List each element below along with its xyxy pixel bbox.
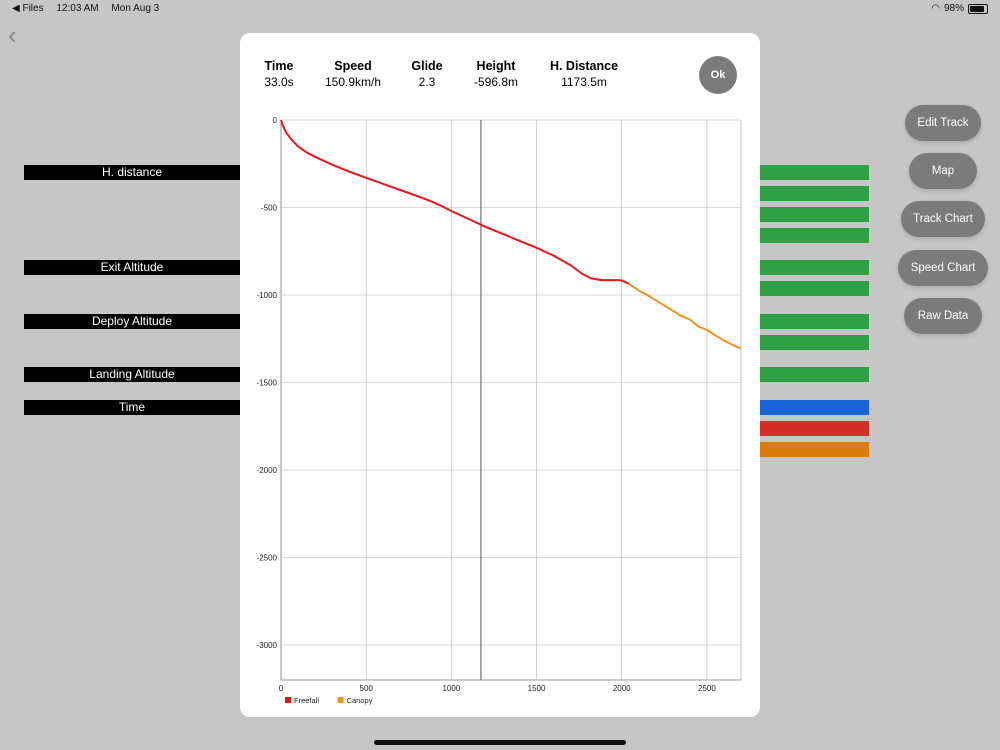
status-date: Mon Aug 3 [111, 3, 160, 14]
y-tick-label: -3000 [257, 641, 278, 650]
stat-height-value: -596.8m [473, 75, 519, 89]
stat-height: Height -596.8m [474, 59, 518, 89]
y-tick-label: -1000 [257, 291, 278, 300]
x-tick-label: 1000 [442, 684, 460, 693]
x-tick-label: 0 [279, 684, 284, 693]
value-bar [760, 335, 869, 350]
value-bar [760, 165, 869, 180]
back-to-files-link[interactable]: ◀ Files [12, 3, 44, 14]
value-bar [760, 207, 869, 222]
stat-glide: Glide 2.3 [411, 59, 442, 89]
value-bar [760, 314, 869, 329]
speed-chart-button[interactable]: Speed Chart [898, 250, 988, 286]
value-bar [760, 186, 869, 201]
time-label: Time [24, 400, 240, 415]
status-bar: ◀ Files 12:03 AM Mon Aug 3 ◠ 98% [0, 0, 1000, 18]
x-tick-label: 1500 [528, 684, 546, 693]
battery-percent: 98% [943, 3, 964, 14]
battery-icon [968, 3, 988, 14]
x-tick-label: 2500 [698, 684, 716, 693]
map-button[interactable]: Map [909, 153, 977, 189]
landing-altitude-label: Landing Altitude [24, 367, 240, 382]
stat-speed-value: 150.9km/h [324, 75, 382, 89]
h-distance-label: H. distance [24, 165, 240, 180]
value-bar [760, 400, 869, 415]
deploy-altitude-label: Deploy Altitude [24, 314, 240, 329]
stat-h-distance-key: H. Distance [549, 59, 619, 73]
stat-h-distance-value: 1173.5m [561, 75, 607, 89]
stat-speed-key: Speed [334, 59, 372, 73]
value-bar [760, 367, 869, 382]
stat-height-key: Height [476, 59, 516, 73]
value-bar [760, 442, 869, 457]
legend-label-freefall: Freefall [294, 696, 319, 705]
stat-time: Time 33.0s [264, 59, 293, 89]
value-bar [760, 421, 869, 436]
y-tick-label: -2500 [257, 554, 278, 563]
x-tick-label: 2000 [613, 684, 631, 693]
value-bar [760, 281, 869, 296]
stat-time-key: Time [264, 59, 294, 73]
x-tick-label: 500 [360, 684, 374, 693]
exit-altitude-label: Exit Altitude [24, 260, 240, 275]
stat-glide-key: Glide [411, 59, 443, 73]
y-tick-label: -1500 [257, 379, 278, 388]
back-chevron-icon[interactable]: ‹ [8, 20, 17, 50]
y-tick-label: -500 [261, 204, 278, 213]
y-tick-label: -2000 [257, 466, 278, 475]
legend-swatch-canopy [337, 697, 344, 703]
legend-label-canopy: Canopy [347, 696, 373, 705]
stat-time-value: 33.0s [264, 75, 294, 89]
stat-h-distance: H. Distance 1173.5m [550, 59, 618, 89]
track-chart[interactable]: 0 500 1000 1500 2000 2500 0 -500 -1000 -1500 -2000… [240, 33, 760, 717]
series-line-canopy [628, 282, 742, 350]
stat-speed: Speed 150.9km/h [325, 59, 381, 89]
ok-button[interactable]: Ok [699, 56, 737, 94]
wifi-icon: ◠ [931, 3, 940, 14]
track-chart-button[interactable]: Track Chart [901, 201, 985, 237]
home-indicator[interactable] [374, 740, 626, 745]
value-bar [760, 260, 869, 275]
status-time: 12:03 AM [56, 3, 99, 14]
value-bar [760, 228, 869, 243]
edit-track-button[interactable]: Edit Track [905, 105, 981, 141]
series-line-freefall [280, 119, 630, 285]
chart-modal: Time 33.0s Speed 150.9km/h Glide 2.3 Hei… [240, 33, 760, 717]
raw-data-button[interactable]: Raw Data [904, 298, 982, 334]
legend-swatch-freefall [285, 697, 291, 703]
y-tick-label: 0 [273, 116, 278, 125]
stat-glide-value: 2.3 [418, 75, 436, 89]
